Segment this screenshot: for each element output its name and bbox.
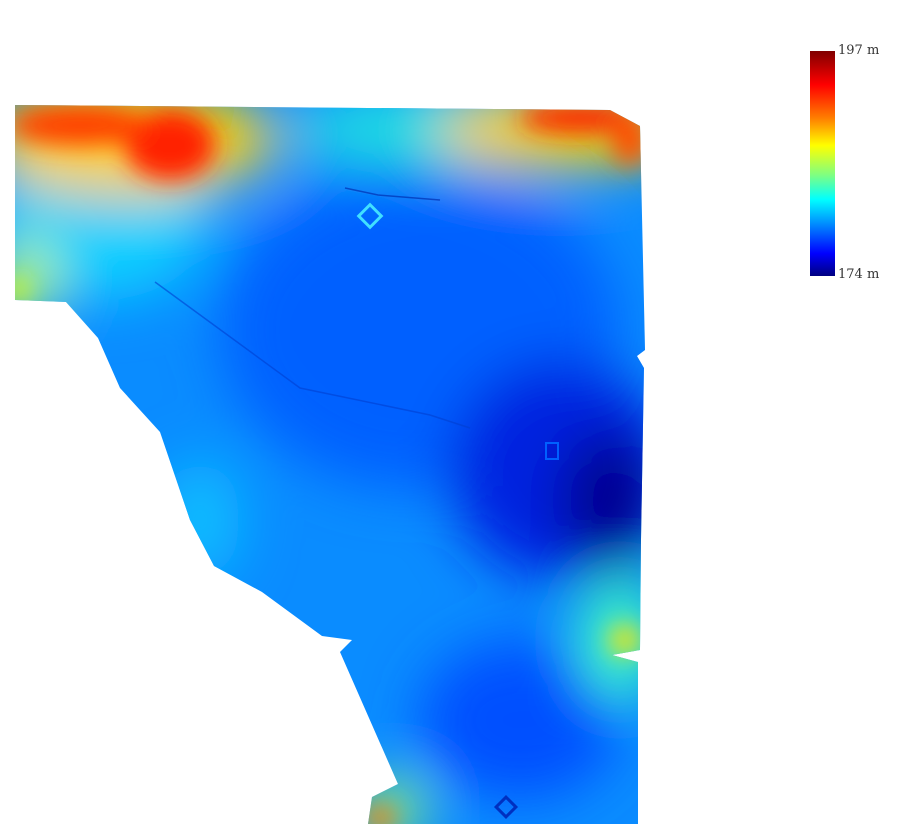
colorbar-max-label: 197 m [838,43,880,58]
structure [545,442,559,460]
drainage-line [344,187,441,201]
elevation-colorbar [810,51,835,276]
colorbar-min-label: 174 m [838,267,880,282]
structure [356,202,384,230]
structure [493,794,519,820]
drainage-line [154,281,471,429]
